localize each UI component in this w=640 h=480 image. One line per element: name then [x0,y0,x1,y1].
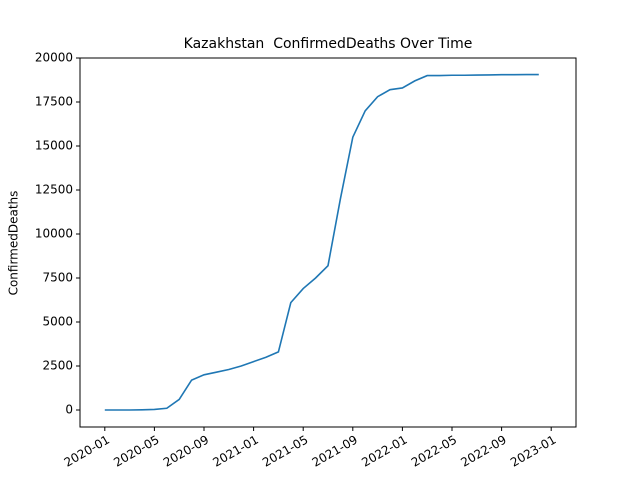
x-tick-label: 2022-09 [458,433,508,470]
y-tick-label: 10000 [35,226,73,240]
x-tick-label: 2022-01 [359,433,409,470]
y-tick-label: 0 [65,402,73,416]
y-tick-label: 15000 [35,138,73,152]
chart-title: Kazakhstan ConfirmedDeaths Over Time [184,36,473,52]
y-tick-label: 20000 [35,51,73,65]
x-tick-label: 2020-05 [111,433,161,470]
data-line [104,73,539,411]
x-tick-label: 2021-09 [310,433,360,470]
y-tick-label: 5000 [42,314,73,328]
x-tick-label: 2021-01 [210,433,260,470]
x-tick-label: 2022-05 [409,433,459,470]
x-tick-label: 2020-01 [62,433,112,470]
y-tick-label: 12500 [35,182,73,196]
x-tick-label: 2021-05 [260,433,310,470]
x-tick-label: 2020-09 [161,433,211,470]
y-tick-label: 7500 [42,270,73,284]
y-tick-label: 2500 [42,358,73,372]
x-tick-label: 2023-01 [508,433,558,470]
y-tick-label: 17500 [35,94,73,108]
y-axis-label: ConfirmedDeaths [7,191,21,296]
plot-frame [79,57,577,428]
